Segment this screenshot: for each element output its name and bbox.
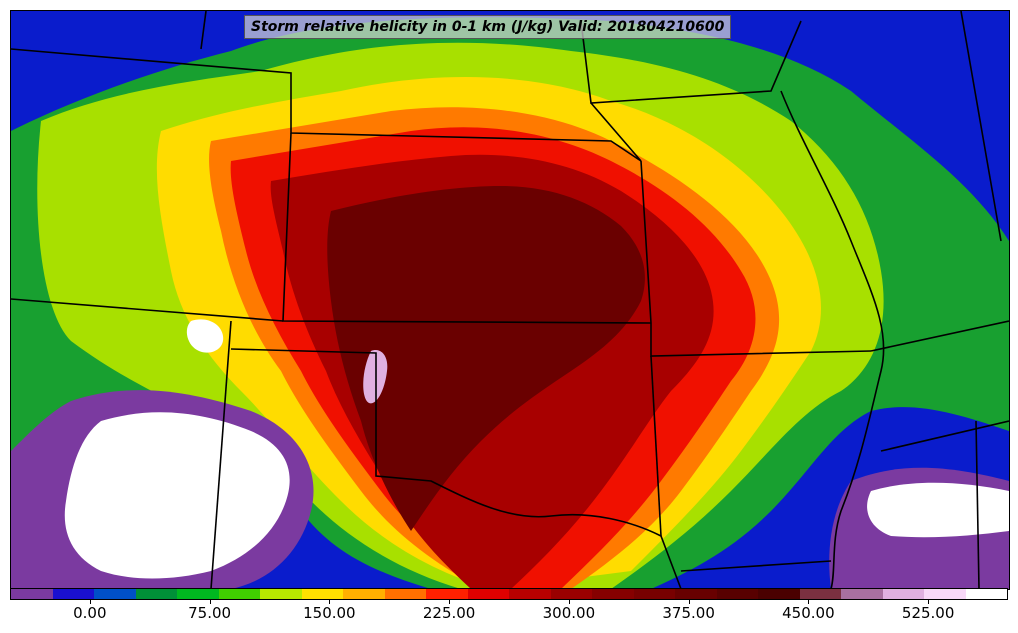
boundary-east-river xyxy=(780,90,885,589)
boundary-northeast xyxy=(580,20,802,104)
colorbar-segment xyxy=(426,589,468,599)
colorbar-segment xyxy=(509,589,551,599)
colorbar-segment xyxy=(716,589,758,599)
boundary-tennessee xyxy=(870,320,1009,352)
state-boundaries xyxy=(11,11,1009,589)
colorbar-segment xyxy=(592,589,634,599)
boundary-north-left xyxy=(200,11,207,50)
colorbar-segment xyxy=(467,589,509,599)
boundary-mississippi xyxy=(880,420,1009,452)
colorbar-segment xyxy=(177,589,219,599)
colorbar-tick-label: 225.00 xyxy=(422,604,476,622)
colorbar-segment xyxy=(11,589,53,599)
colorbar-tick xyxy=(89,600,91,604)
boundary-east-vertical xyxy=(960,11,1002,242)
colorbar-segment xyxy=(384,589,426,599)
white-patch-west xyxy=(186,319,224,353)
colorbar-segment xyxy=(550,589,592,599)
colorbar-segment xyxy=(135,589,177,599)
colorbar-tick xyxy=(568,600,570,604)
colorbar-segment xyxy=(633,589,675,599)
white-region-southwest-inner xyxy=(64,412,290,579)
colorbar-tick-label: 375.00 xyxy=(662,604,715,622)
colorbar-tick-label: 0.00 xyxy=(73,604,107,622)
boundary-west-horizontal xyxy=(11,298,284,322)
map-title: Storm relative helicity in 0-1 km (J/kg)… xyxy=(251,19,725,35)
colorbar-segment xyxy=(799,589,841,599)
boundary-missouri xyxy=(640,160,872,357)
colorbar-segment xyxy=(924,589,966,599)
map-panel xyxy=(10,10,1010,590)
helicity-map xyxy=(11,11,1009,589)
colorbar-ticks: 0.00 75.00 150.00 225.00 300.00 375.00 450.00 5… xyxy=(10,600,1008,630)
colorbar-segment xyxy=(882,589,924,599)
colorbar-segment xyxy=(841,589,883,599)
map-title-box: Storm relative helicity in 0-1 km (J/kg)… xyxy=(244,15,732,39)
colorbar-segment xyxy=(52,589,94,599)
colorbar-tick-label: 150.00 xyxy=(303,604,356,622)
boundary-colorado-west xyxy=(210,320,232,589)
colorbar xyxy=(10,588,1008,600)
colorbar-segment xyxy=(343,589,385,599)
colorbar-tick xyxy=(928,600,930,604)
colorbar-tick-label: 525.00 xyxy=(901,604,955,622)
colorbar-tick xyxy=(209,600,211,604)
colorbar-tick-label: 300.00 xyxy=(542,604,596,622)
boundary-east-lower xyxy=(975,420,980,589)
boundary-texas-panhandle xyxy=(230,348,682,589)
colorbar-tick-label: 75.00 xyxy=(188,604,232,622)
colorbar-segment xyxy=(758,589,800,599)
colorbar-segment xyxy=(218,589,260,599)
colorbar-segment xyxy=(260,589,302,599)
boundary-arkansas xyxy=(650,355,662,537)
colorbar-segment xyxy=(965,589,1007,599)
colorbar-segment xyxy=(94,589,136,599)
colorbar-tick xyxy=(329,600,331,604)
boundary-iowa xyxy=(590,102,642,162)
colorbar-segment xyxy=(301,589,343,599)
colorbar-tick xyxy=(688,600,690,604)
white-region-southeast-inner xyxy=(867,482,1009,538)
maroon-region xyxy=(327,186,645,531)
colorbar-segment xyxy=(675,589,717,599)
colorbar-tick xyxy=(449,600,451,604)
boundary-louisiana xyxy=(680,560,832,572)
colorbar-tick-label: 450.00 xyxy=(782,604,835,622)
colorbar-tick xyxy=(808,600,810,604)
